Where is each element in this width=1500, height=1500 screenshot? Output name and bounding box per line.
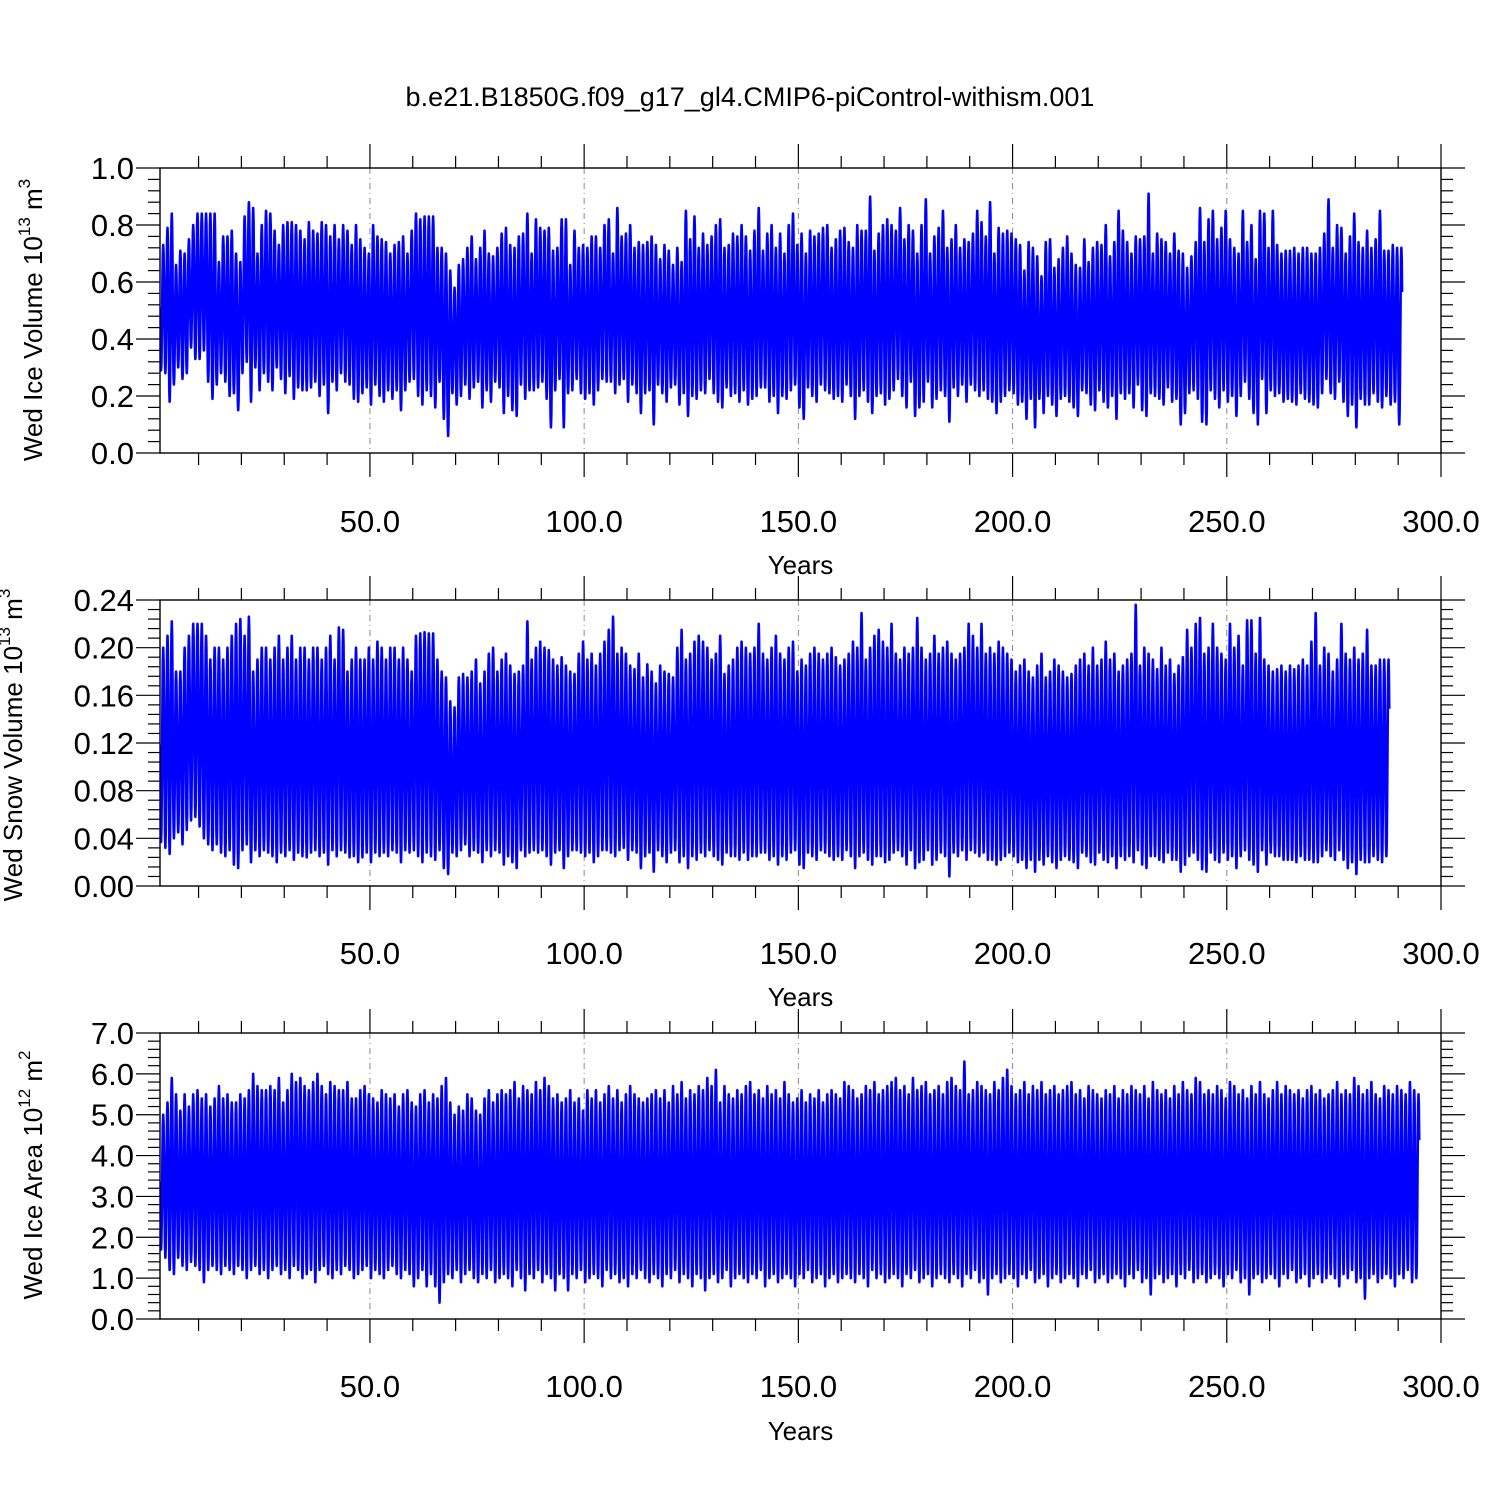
panel-3: 50.0 100.0 150.0 200.0 250.0 300.0 Years 0.0 1.0… [15, 1009, 1480, 1446]
y-axis-label: Wed Ice Volume 1013 m3 [15, 179, 48, 461]
y-tick-label: 0.16 [74, 678, 134, 713]
x-tick-label: 150.0 [760, 1369, 838, 1404]
x-axis-label: Years [768, 1416, 834, 1446]
x-tick-label: 150.0 [760, 504, 838, 539]
y-axis-label: Wed Ice Area 1012 m2 [15, 1050, 48, 1299]
y-tick-label: 7.0 [91, 1016, 134, 1051]
y-tick-label: 5.0 [91, 1098, 134, 1133]
y-tick-label: 4.0 [91, 1139, 134, 1174]
x-tick-label: 300.0 [1402, 1369, 1480, 1404]
y-tick-label: 6.0 [91, 1057, 134, 1092]
x-tick-label: 100.0 [545, 504, 623, 539]
y-tick-label: 0.8 [91, 208, 134, 243]
x-tick-label: 200.0 [974, 936, 1052, 971]
x-axis-label: Years [768, 982, 834, 1012]
series-line [160, 603, 1391, 878]
y-tick-label: 2.0 [91, 1220, 134, 1255]
x-tick-label: 300.0 [1402, 936, 1480, 971]
y-tick-label: 0.6 [91, 265, 134, 300]
x-tick-label: 150.0 [760, 936, 838, 971]
x-tick-label: 100.0 [545, 936, 623, 971]
y-axis-label: Wed Snow Volume 1013 m3 [0, 589, 28, 902]
plot-frame [159, 167, 1442, 454]
y-tick-label: 1.0 [91, 1261, 134, 1296]
y-tick-label: 1.0 [91, 151, 134, 186]
x-tick-label: 50.0 [340, 504, 400, 539]
x-tick-label: 250.0 [1188, 936, 1266, 971]
x-tick-label: 100.0 [545, 1369, 623, 1404]
y-tick-label: 3.0 [91, 1179, 134, 1214]
x-tick-label: 200.0 [974, 1369, 1052, 1404]
y-tick-label: 0.20 [74, 631, 134, 666]
y-tick-label: 0.04 [74, 821, 134, 856]
y-tick-label: 0.08 [74, 774, 134, 809]
panels: 50.0 100.0 150.0 200.0 250.0 300.0 Years 0.0 0.2… [0, 144, 1480, 1446]
plot-frame [159, 1032, 1442, 1320]
y-tick-label: 0.2 [91, 379, 134, 414]
y-tick-label: 0.00 [74, 869, 134, 904]
x-tick-label: 50.0 [340, 936, 400, 971]
x-tick-label: 50.0 [340, 1369, 400, 1404]
series-line [160, 192, 1404, 438]
panel-2: 50.0 100.0 150.0 200.0 250.0 300.0 Years 0.00 0.… [0, 576, 1480, 1012]
x-tick-label: 200.0 [974, 504, 1052, 539]
x-tick-label: 250.0 [1188, 504, 1266, 539]
panel-1: 50.0 100.0 150.0 200.0 250.0 300.0 Years 0.0 0.2… [15, 144, 1480, 580]
y-tick-label: 0.4 [91, 322, 134, 357]
x-tick-label: 250.0 [1188, 1369, 1266, 1404]
y-tick-label: 0.24 [74, 583, 134, 618]
y-tick-label: 0.0 [91, 436, 134, 471]
figure-title: b.e21.B1850G.f09_g17_gl4.CMIP6-piControl… [406, 82, 1095, 112]
x-tick-label: 300.0 [1402, 504, 1480, 539]
x-axis-label: Years [768, 550, 834, 580]
y-tick-label: 0.12 [74, 726, 134, 761]
y-tick-label: 0.0 [91, 1302, 134, 1337]
series-line [160, 1060, 1421, 1304]
